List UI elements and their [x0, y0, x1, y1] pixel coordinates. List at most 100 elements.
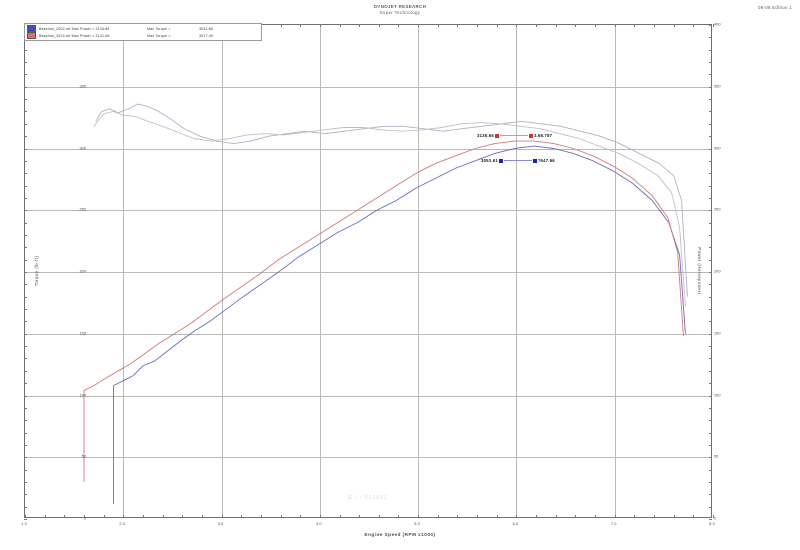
x-minor-tick	[713, 24, 714, 27]
y-minor-tick	[24, 136, 27, 138]
annotation-marker-left	[494, 133, 499, 138]
series-line	[83, 140, 684, 482]
y-minor-tick	[709, 148, 712, 150]
x-minor-tick	[162, 515, 164, 518]
legend-swatch-red	[27, 32, 36, 39]
y-minor-tick	[24, 309, 27, 311]
x-minor-tick	[575, 24, 577, 27]
y-minor-tick	[709, 469, 712, 471]
y-minor-tick	[709, 185, 712, 187]
y-minor-tick	[709, 25, 712, 26]
annotation-marker-right	[532, 158, 537, 163]
y-minor-tick	[24, 346, 27, 348]
legend-torque-value: 3034.86	[199, 26, 214, 31]
y-minor-tick	[24, 173, 27, 175]
series-line	[95, 103, 688, 297]
y-minor-tick	[709, 247, 712, 249]
x-minor-tick	[378, 24, 380, 27]
x-tick-label: 7.0	[610, 521, 617, 526]
y-axis-title-left: Torque (lb-ft)	[33, 255, 39, 287]
y-minor-tick	[24, 222, 27, 224]
y-minor-tick	[709, 111, 712, 113]
grid-line-vertical	[614, 25, 616, 517]
annotation-marker-right	[528, 133, 533, 138]
x-minor-tick	[693, 24, 695, 27]
y-minor-tick	[24, 247, 27, 249]
x-minor-tick	[713, 515, 714, 518]
x-minor-tick	[437, 24, 439, 27]
x-minor-tick	[339, 515, 341, 518]
y-minor-tick	[24, 123, 27, 125]
x-minor-tick	[300, 24, 302, 27]
y-minor-tick	[24, 160, 27, 162]
y-minor-tick	[24, 333, 27, 335]
y-minor-tick	[709, 358, 712, 360]
y-minor-tick	[24, 395, 27, 397]
x-tick-label: 3.0	[217, 521, 224, 526]
x-minor-tick	[418, 24, 420, 27]
y-minor-tick	[24, 62, 27, 64]
y-minor-tick	[24, 494, 27, 496]
y-minor-tick	[24, 272, 27, 273]
y-minor-tick	[24, 370, 27, 372]
x-tick-label: 6.0	[512, 521, 519, 526]
x-minor-tick	[221, 515, 223, 518]
legend-run-label: Baseline_2002.drf Max Power = 3135.86	[39, 26, 110, 31]
x-minor-tick	[595, 24, 597, 27]
y-minor-tick	[24, 481, 27, 483]
y-minor-tick	[24, 296, 27, 298]
y-minor-tick	[709, 123, 712, 125]
x-minor-tick	[103, 515, 105, 518]
y-tick-label-right: 200	[714, 268, 721, 274]
y-minor-tick	[709, 62, 712, 64]
y-minor-tick	[709, 74, 712, 76]
x-minor-tick	[457, 515, 459, 518]
y-minor-tick	[709, 383, 712, 385]
y-minor-tick	[709, 272, 712, 273]
x-minor-tick	[693, 515, 695, 518]
x-minor-tick	[654, 24, 656, 27]
x-minor-tick	[418, 515, 420, 518]
y-minor-tick	[24, 457, 27, 459]
y-minor-tick	[24, 321, 27, 323]
legend-run-label: Baseline_2024.drf Max Power = 3141.66	[39, 33, 110, 38]
grid-line-vertical	[319, 25, 321, 517]
x-tick-label: 8.0	[709, 521, 715, 526]
y-tick-label-left: 150	[79, 330, 87, 336]
y-minor-tick	[709, 49, 712, 51]
legend-row: Baseline_2024.drf Max Power = 3141.66 Ma…	[27, 32, 259, 39]
x-minor-tick	[339, 24, 341, 27]
y-minor-tick	[24, 519, 27, 520]
x-minor-tick	[614, 24, 616, 27]
annotation-left-value: 3053.61	[481, 158, 498, 163]
y-minor-tick	[24, 148, 27, 150]
y-minor-tick	[709, 160, 712, 162]
x-minor-tick	[182, 515, 184, 518]
grid-line-vertical	[221, 25, 223, 517]
y-minor-tick	[709, 99, 712, 101]
x-minor-tick	[536, 515, 538, 518]
y-minor-tick	[709, 37, 712, 39]
y-minor-tick	[709, 395, 712, 397]
y-axis-title-right: Power (Horsepower)	[696, 247, 702, 295]
x-minor-tick	[280, 24, 282, 27]
grid-line-vertical	[516, 25, 518, 517]
x-minor-tick	[64, 515, 66, 518]
y-minor-tick	[709, 444, 712, 446]
x-minor-tick	[595, 515, 597, 518]
y-minor-tick	[24, 99, 27, 101]
y-tick-label-left: 0	[83, 515, 86, 521]
x-minor-tick	[516, 515, 518, 518]
y-minor-tick	[709, 506, 712, 508]
annotation-connector	[499, 135, 528, 136]
y-minor-tick	[709, 309, 712, 311]
x-minor-tick	[673, 515, 675, 518]
x-minor-tick	[536, 24, 538, 27]
y-minor-tick	[709, 296, 712, 298]
y-minor-tick	[709, 234, 712, 236]
grid-line-vertical	[123, 25, 125, 517]
grid-line-horizontal	[25, 86, 711, 88]
legend-torque-label: Max Torque =	[147, 33, 171, 38]
x-minor-tick	[44, 515, 46, 518]
